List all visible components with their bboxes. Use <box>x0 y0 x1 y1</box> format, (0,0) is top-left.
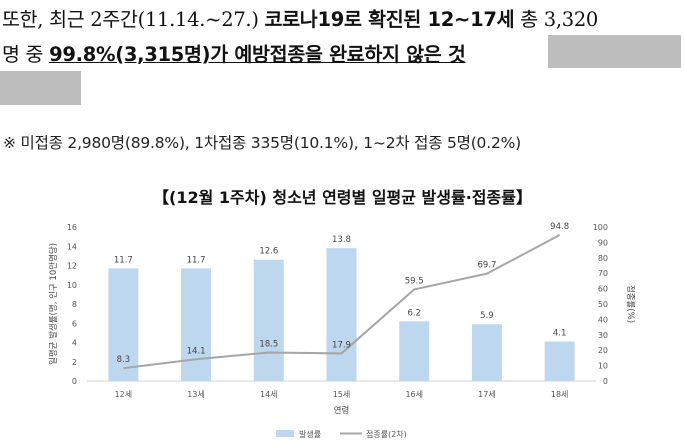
x-tick-label: 15세 <box>333 390 351 399</box>
y-right-tick-label: 0 <box>603 377 608 386</box>
line-series <box>123 234 561 370</box>
x-tick-label: 13세 <box>187 390 205 399</box>
bar <box>399 321 430 381</box>
y-right-tick-label: 100 <box>593 223 608 232</box>
x-tick-label: 14세 <box>260 390 278 399</box>
bar <box>326 248 357 381</box>
bar <box>253 259 284 381</box>
line1-bold: 코로나19로 확진된 12~17세 <box>264 8 515 31</box>
bar-data-label: 6.2 <box>407 308 421 318</box>
bar-data-label: 5.9 <box>480 311 494 321</box>
y-right-tick-label: 60 <box>598 285 608 294</box>
line1-prefix: 또한, 최근 2주간(11.14.~27.) <box>2 8 265 31</box>
legend-swatch-bar <box>276 430 294 437</box>
y-right-tick-label: 40 <box>598 315 608 324</box>
line-data-label: 17.9 <box>332 340 351 350</box>
bar <box>181 268 212 381</box>
y-right-tick-label: 20 <box>598 346 608 355</box>
line-data-label: 18.5 <box>259 340 278 350</box>
line-data-label: 14.1 <box>187 346 206 356</box>
y-right-tick-label: 10 <box>598 362 608 371</box>
line-data-label: 94.8 <box>550 222 569 232</box>
y-left-tick-label: 12 <box>67 262 77 271</box>
y-right-tick-label: 30 <box>598 331 608 340</box>
x-tick-label: 12세 <box>115 390 133 399</box>
y-left-axis-label: 일평균 발생률(명, 인구 10만명당) <box>48 243 59 365</box>
line-data-label: 59.5 <box>405 276 424 286</box>
bar-data-label: 4.1 <box>553 329 567 339</box>
paragraph-line-1: 또한, 최근 2주간(11.14.~27.) 코로나19로 확진된 12~17세… <box>2 3 598 32</box>
bar-data-label: 11.7 <box>187 255 206 265</box>
line2-underlined: 99.8%(3,315명)가 예방접종을 완료하지 않은 것 <box>49 43 466 66</box>
y-right-axis-label: 접종률(%) <box>625 285 636 323</box>
bar <box>471 324 502 381</box>
bar-data-label: 13.8 <box>332 235 351 245</box>
x-tick-label: 18세 <box>551 390 569 399</box>
y-left-tick-label: 8 <box>72 300 77 309</box>
chart-title: 【(12월 1주차) 청소년 연령별 일평균 발생률·접종률】 <box>153 188 532 207</box>
paragraph-line-2: 명 중 99.8%(3,315명)가 예방접종을 완료하지 않은 것 <box>2 38 466 67</box>
y-left-tick-label: 16 <box>67 223 77 232</box>
y-right-tick-label: 70 <box>598 269 608 278</box>
y-left-tick-label: 6 <box>72 319 77 328</box>
line1-suffix: 총 3,320 <box>514 8 599 31</box>
line-data-label: 8.3 <box>117 355 131 365</box>
bar <box>108 268 139 381</box>
x-tick-label: 17세 <box>478 390 496 399</box>
y-right-tick-label: 90 <box>598 238 608 247</box>
line-data-label: 69.7 <box>477 261 496 271</box>
legend-label-line: 접종률(2차) <box>366 429 407 439</box>
y-right-tick-label: 80 <box>598 254 608 263</box>
y-left-tick-label: 0 <box>72 377 77 386</box>
x-tick-label: 16세 <box>405 390 423 399</box>
vaccination-note: ※ 미접종 2,980명(89.8%), 1차접종 335명(10.1%), 1… <box>3 134 521 152</box>
y-right-tick-label: 50 <box>598 300 608 309</box>
bar-data-label: 12.6 <box>259 247 278 257</box>
y-left-tick-label: 4 <box>72 339 77 348</box>
y-left-tick-label: 14 <box>67 242 77 251</box>
legend-label-bar: 발생률 <box>299 429 321 439</box>
redaction-box <box>548 35 681 68</box>
y-left-tick-label: 10 <box>67 281 77 290</box>
y-left-tick-label: 2 <box>72 358 77 367</box>
bar-data-label: 11.7 <box>114 255 133 265</box>
line2-prefix: 명 중 <box>2 43 50 66</box>
x-axis-label: 연령 <box>334 405 350 416</box>
redaction-box <box>0 71 81 105</box>
bar <box>544 341 575 381</box>
